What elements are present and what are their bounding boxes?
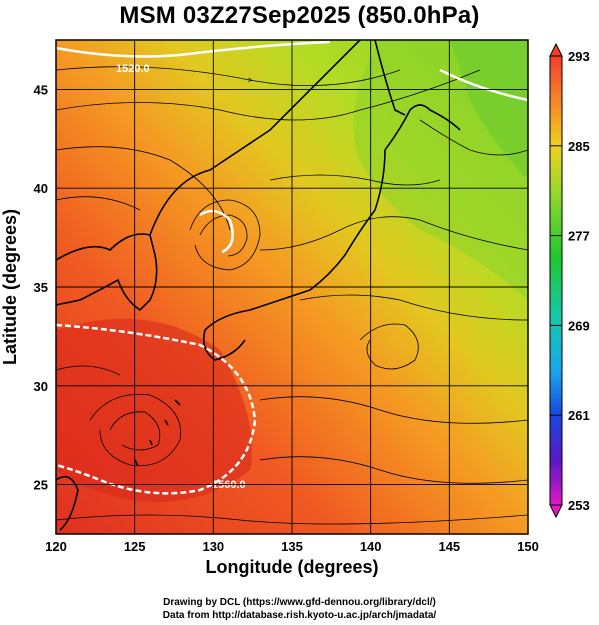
colorbar-labels: 293 285 277 269 261 253 (550, 49, 590, 513)
colorbar-top-arrow (549, 42, 563, 57)
y-tick-label: 35 (34, 280, 48, 295)
colorbar (549, 55, 563, 506)
y-tick-label: 45 (34, 82, 48, 97)
cold-region (450, 40, 528, 180)
y-tick-labels: 25 30 35 40 45 (34, 82, 48, 492)
x-axis-label: Longitude (degrees) (205, 557, 378, 577)
contour-ne (439, 68, 528, 102)
x-tick-label: 130 (202, 539, 224, 554)
x-tick-label: 145 (438, 539, 460, 554)
credits-line-2: Data from http://database.rish.kyoto-u.a… (162, 610, 437, 621)
y-tick-label: 40 (34, 181, 48, 196)
chart-title: MSM 03Z27Sep2025 (850.0hPa) (119, 2, 480, 29)
colorbar-label: 269 (568, 318, 590, 333)
contour-1560 (56, 323, 257, 495)
warm-region (56, 318, 252, 502)
colorbar-label: 293 (568, 49, 590, 64)
colorbar-label: 261 (568, 408, 590, 423)
credits: Drawing by DCL (https://www.gfd-dennou.o… (0, 596, 599, 622)
contour-label-1520: 1520.0 (116, 63, 150, 75)
colorbar-label: 277 (568, 229, 590, 244)
colorbar-bottom-arrow (549, 504, 563, 519)
y-tick-label: 30 (34, 379, 48, 394)
colorbar-label: 253 (568, 498, 590, 513)
x-tick-label: 150 (517, 539, 539, 554)
cool-region (353, 40, 528, 300)
contour-low (199, 209, 234, 254)
gridlines (55, 40, 529, 534)
x-tick-label: 120 (45, 539, 67, 554)
x-tick-label: 140 (360, 539, 382, 554)
colorbar-label: 285 (568, 139, 590, 154)
x-tick-label: 125 (124, 539, 146, 554)
coastlines (56, 40, 461, 531)
y-axis-label: Latitude (degrees) (0, 209, 20, 365)
x-tick-label: 135 (281, 539, 303, 554)
credits-line-1: Drawing by DCL (https://www.gfd-dennou.o… (163, 597, 436, 608)
streamlines (56, 66, 528, 525)
y-tick-label: 25 (34, 478, 48, 493)
x-tick-labels: 120 125 130 135 140 145 150 (45, 539, 539, 554)
contour-1520 (56, 40, 331, 58)
